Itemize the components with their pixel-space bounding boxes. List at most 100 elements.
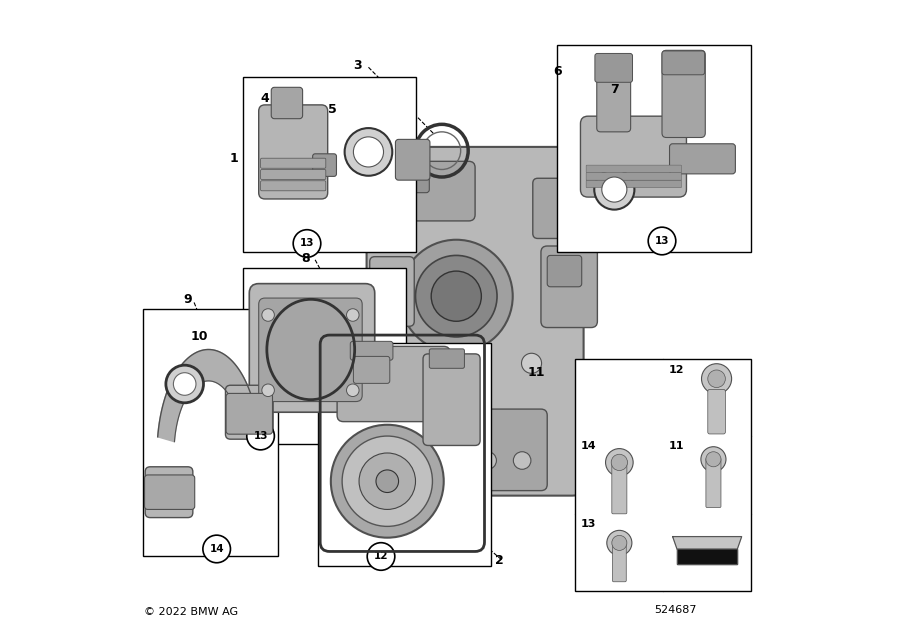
FancyBboxPatch shape xyxy=(226,393,273,434)
Text: 11: 11 xyxy=(669,441,684,451)
FancyBboxPatch shape xyxy=(595,54,633,83)
FancyBboxPatch shape xyxy=(312,154,337,176)
Text: 2: 2 xyxy=(494,554,503,568)
FancyBboxPatch shape xyxy=(429,349,464,369)
FancyBboxPatch shape xyxy=(258,298,362,401)
Circle shape xyxy=(606,449,633,476)
Bar xyxy=(243,268,406,444)
FancyBboxPatch shape xyxy=(612,460,627,514)
FancyBboxPatch shape xyxy=(261,169,326,180)
Polygon shape xyxy=(158,350,257,442)
FancyBboxPatch shape xyxy=(258,105,328,199)
Text: 10: 10 xyxy=(191,331,208,343)
Circle shape xyxy=(391,452,409,469)
Bar xyxy=(243,77,416,252)
Bar xyxy=(319,343,490,566)
Circle shape xyxy=(416,255,497,337)
Circle shape xyxy=(376,470,399,493)
Circle shape xyxy=(331,425,444,537)
Text: 13: 13 xyxy=(655,236,670,246)
Circle shape xyxy=(612,536,627,551)
Text: 9: 9 xyxy=(184,293,192,306)
Text: 14: 14 xyxy=(580,441,596,451)
Bar xyxy=(575,359,752,591)
Bar xyxy=(556,45,752,252)
Text: 3: 3 xyxy=(353,59,362,72)
FancyBboxPatch shape xyxy=(597,62,631,132)
FancyBboxPatch shape xyxy=(145,467,193,518)
Polygon shape xyxy=(677,549,737,564)
Circle shape xyxy=(262,384,274,396)
Circle shape xyxy=(400,240,513,353)
Circle shape xyxy=(202,535,230,563)
FancyBboxPatch shape xyxy=(586,165,681,173)
Circle shape xyxy=(513,452,531,469)
Circle shape xyxy=(648,227,676,255)
Circle shape xyxy=(607,530,632,556)
Text: 12: 12 xyxy=(669,365,684,375)
Circle shape xyxy=(354,137,383,167)
FancyBboxPatch shape xyxy=(145,475,194,510)
Text: 1: 1 xyxy=(230,152,238,164)
Circle shape xyxy=(521,353,542,374)
FancyBboxPatch shape xyxy=(366,147,583,496)
Text: 8: 8 xyxy=(302,252,310,265)
Circle shape xyxy=(293,230,320,257)
Circle shape xyxy=(174,373,196,395)
Text: 7: 7 xyxy=(610,83,618,96)
Circle shape xyxy=(707,370,725,387)
Text: 13: 13 xyxy=(580,518,596,529)
FancyBboxPatch shape xyxy=(226,386,273,439)
Circle shape xyxy=(602,177,627,202)
Text: © 2022 BMW AG: © 2022 BMW AG xyxy=(144,607,238,617)
Text: 13: 13 xyxy=(253,431,268,441)
FancyBboxPatch shape xyxy=(271,88,302,118)
FancyBboxPatch shape xyxy=(249,284,374,412)
Circle shape xyxy=(166,365,203,403)
Circle shape xyxy=(262,309,274,321)
Circle shape xyxy=(706,452,721,467)
Bar xyxy=(711,391,724,432)
FancyBboxPatch shape xyxy=(377,139,419,184)
FancyBboxPatch shape xyxy=(586,173,681,180)
FancyBboxPatch shape xyxy=(586,180,681,188)
Circle shape xyxy=(346,309,359,321)
FancyBboxPatch shape xyxy=(662,50,706,137)
Text: 5: 5 xyxy=(328,103,337,116)
FancyBboxPatch shape xyxy=(354,357,390,384)
FancyBboxPatch shape xyxy=(706,458,721,508)
FancyBboxPatch shape xyxy=(670,144,735,174)
Circle shape xyxy=(479,452,497,469)
Circle shape xyxy=(247,422,274,450)
FancyBboxPatch shape xyxy=(580,116,687,197)
Circle shape xyxy=(359,453,416,510)
FancyBboxPatch shape xyxy=(613,541,626,581)
Circle shape xyxy=(345,128,392,176)
Text: 524687: 524687 xyxy=(654,605,697,615)
FancyBboxPatch shape xyxy=(395,139,430,180)
FancyBboxPatch shape xyxy=(378,409,547,491)
Text: 11: 11 xyxy=(527,366,544,379)
Text: 4: 4 xyxy=(261,92,269,105)
Circle shape xyxy=(594,169,634,210)
Circle shape xyxy=(431,271,482,321)
FancyBboxPatch shape xyxy=(370,256,414,326)
FancyBboxPatch shape xyxy=(541,246,598,328)
FancyBboxPatch shape xyxy=(385,155,429,193)
Circle shape xyxy=(701,364,732,394)
FancyBboxPatch shape xyxy=(338,346,450,421)
Circle shape xyxy=(435,452,453,469)
Bar xyxy=(143,309,277,556)
Text: 13: 13 xyxy=(300,239,314,248)
Circle shape xyxy=(342,436,432,527)
Circle shape xyxy=(367,542,395,570)
Circle shape xyxy=(611,454,627,471)
FancyBboxPatch shape xyxy=(662,51,705,75)
FancyBboxPatch shape xyxy=(381,161,475,221)
FancyBboxPatch shape xyxy=(547,255,581,287)
FancyBboxPatch shape xyxy=(533,178,580,239)
Text: 14: 14 xyxy=(210,544,224,554)
Text: 6: 6 xyxy=(554,65,562,78)
FancyBboxPatch shape xyxy=(261,158,326,168)
FancyBboxPatch shape xyxy=(423,354,480,445)
